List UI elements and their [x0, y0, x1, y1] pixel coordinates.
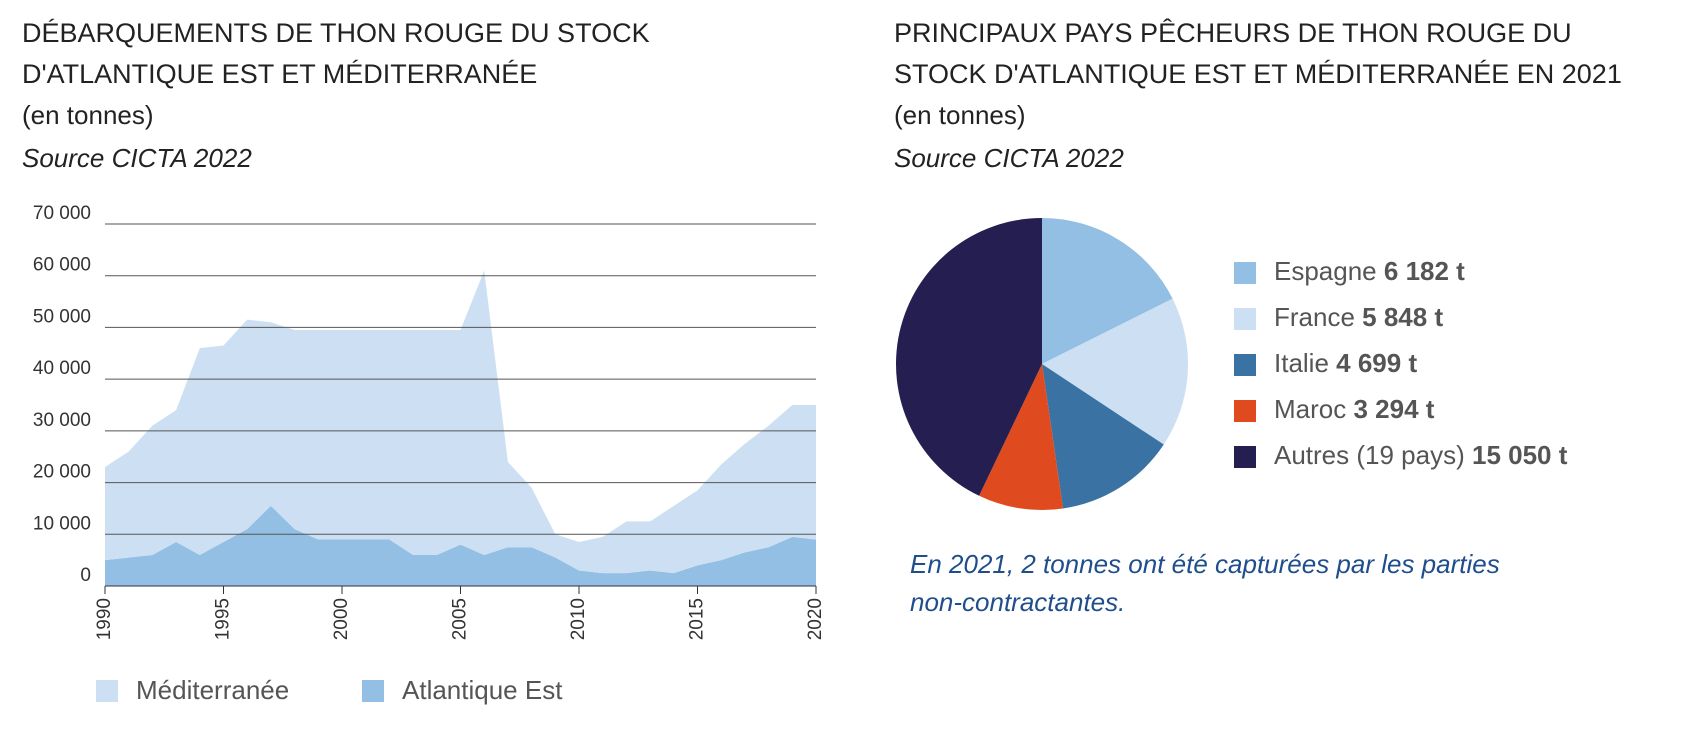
legend-swatch — [96, 680, 118, 702]
legend-label: Espagne — [1274, 256, 1377, 286]
legend-swatch — [1234, 308, 1256, 330]
y-tick-label: 20 000 — [33, 462, 91, 483]
legend-entry: Maroc 3 294 t — [1274, 394, 1435, 424]
pie-slice — [979, 364, 1064, 510]
legend-entry: Autres (19 pays) 15 050 t — [1274, 440, 1568, 470]
value-label: 3 294 t — [1353, 394, 1434, 424]
legend-label: Autres (19 pays) — [1274, 440, 1465, 470]
legend-swatch — [1234, 400, 1256, 422]
x-tick-label: 2005 — [450, 598, 471, 640]
legend-entry: France 5 848 t — [1274, 302, 1443, 332]
x-tick-label: 2010 — [568, 598, 589, 640]
chart-title: D'ATLANTIQUE EST ET MÉDITERRANÉE — [22, 59, 537, 89]
value-label: 5 848 t — [1362, 302, 1443, 332]
pie-slice — [896, 218, 1042, 496]
x-tick-label: 2015 — [687, 598, 708, 640]
y-tick-label: 40 000 — [33, 358, 91, 379]
area — [105, 505, 816, 586]
legend-label: Méditerranée — [136, 675, 289, 705]
value-label: 4 699 t — [1336, 348, 1417, 378]
legend-swatch — [1234, 262, 1256, 284]
pie-slice — [1042, 218, 1173, 364]
subtitle: (en tonnes) — [22, 100, 154, 130]
value-label: 15 050 t — [1472, 440, 1568, 470]
source: Source CICTA 2022 — [22, 143, 252, 173]
note: non-contractantes. — [910, 587, 1125, 617]
x-tick-label: 1990 — [94, 598, 115, 640]
x-tick-label: 1995 — [213, 598, 234, 640]
x-tick-label: 2020 — [805, 598, 826, 640]
y-tick-label: 50 000 — [33, 306, 91, 327]
legend-label: Atlantique Est — [402, 675, 563, 705]
y-tick-label: 10 000 — [33, 513, 91, 534]
legend-swatch — [1234, 446, 1256, 468]
chart-title: STOCK D'ATLANTIQUE EST ET MÉDITERRANÉE E… — [894, 59, 1622, 89]
chart-title: DÉBARQUEMENTS DE THON ROUGE DU STOCK — [22, 18, 650, 48]
y-tick-label: 60 000 — [33, 255, 91, 276]
legend-entry: Espagne 6 182 t — [1274, 256, 1465, 286]
pie-slice — [1042, 364, 1164, 509]
legend-swatch — [1234, 354, 1256, 376]
chart-title: PRINCIPAUX PAYS PÊCHEURS DE THON ROUGE D… — [894, 17, 1572, 48]
y-tick-label: 0 — [80, 565, 91, 586]
legend-label: France — [1274, 302, 1355, 332]
legend-label: Italie — [1274, 348, 1329, 378]
legend-swatch — [362, 680, 384, 702]
source: Source CICTA 2022 — [894, 143, 1124, 173]
area — [105, 270, 816, 574]
y-tick-label: 30 000 — [33, 410, 91, 431]
pie-slice — [1042, 298, 1188, 445]
subtitle: (en tonnes) — [894, 100, 1026, 130]
legend-label: Maroc — [1274, 394, 1346, 424]
legend-entry: Italie 4 699 t — [1274, 348, 1417, 378]
value-label: 6 182 t — [1384, 256, 1465, 286]
x-tick-label: 2000 — [331, 598, 352, 640]
note: En 2021, 2 tonnes ont été capturées par … — [910, 549, 1500, 579]
y-tick-label: 70 000 — [33, 203, 91, 224]
